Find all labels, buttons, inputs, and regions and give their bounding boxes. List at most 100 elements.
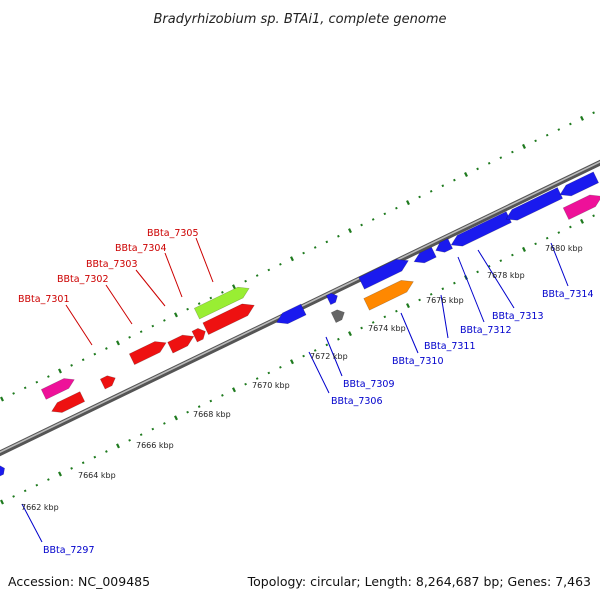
minor-tick	[383, 212, 387, 216]
minor-tick	[151, 427, 155, 431]
major-tick	[0, 499, 4, 505]
minor-tick	[476, 167, 479, 171]
minor-tick	[221, 291, 224, 294]
minor-tick	[47, 478, 50, 481]
minor-tick	[592, 111, 595, 115]
minor-tick	[93, 352, 97, 356]
gene-label: BBta_7312	[460, 325, 512, 336]
minor-tick	[12, 495, 15, 498]
gene-arrow-blue	[358, 259, 409, 290]
leader-line	[65, 304, 93, 346]
minor-tick	[163, 422, 166, 425]
minor-tick	[139, 330, 143, 334]
major-tick	[0, 396, 4, 402]
gene-label: BBta_7313	[492, 311, 544, 322]
gene-label: BBta_7303	[86, 259, 138, 270]
minor-tick	[371, 321, 375, 324]
gene-arrow-blue	[275, 303, 307, 325]
minor-tick	[557, 231, 561, 234]
gene-arrow-blue	[450, 211, 512, 247]
minor-tick	[487, 161, 491, 165]
gene-label: BBta_7310	[392, 356, 444, 367]
major-tick	[174, 312, 178, 318]
minor-tick	[151, 324, 155, 328]
major-tick	[348, 228, 352, 234]
minor-tick	[429, 190, 433, 193]
minor-tick	[534, 242, 537, 246]
leader-line	[195, 237, 214, 283]
gene-arrow-blue	[325, 292, 338, 306]
minor-tick	[441, 184, 445, 188]
minor-tick	[453, 178, 456, 182]
minor-tick	[592, 214, 595, 218]
minor-tick	[383, 315, 387, 319]
minor-tick	[499, 156, 503, 159]
leader-line	[105, 284, 133, 325]
minor-tick	[139, 433, 143, 437]
leader-line	[21, 503, 43, 543]
minor-tick	[105, 450, 108, 453]
major-tick	[348, 331, 352, 337]
gene-features	[0, 171, 600, 477]
gene-arrow-red	[191, 328, 206, 343]
gene-arrow-red	[167, 334, 195, 354]
minor-tick	[337, 337, 340, 341]
minor-tick	[81, 461, 85, 465]
minor-tick	[569, 225, 572, 229]
minor-tick	[360, 223, 363, 227]
gene-arrow-red	[51, 391, 86, 413]
major-tick	[464, 171, 468, 178]
gene-arrow-blue	[559, 171, 600, 197]
minor-tick	[545, 133, 549, 137]
gene-arrow-red	[128, 341, 167, 366]
minor-tick	[429, 293, 433, 296]
gene-label: BBta_7311	[424, 341, 476, 352]
minor-tick	[267, 371, 271, 375]
minor-tick	[47, 375, 50, 378]
minor-tick	[418, 298, 421, 302]
tick-label: 7672 kbp	[310, 352, 348, 361]
gene-arrow-gray	[330, 309, 345, 323]
minor-tick	[453, 281, 456, 285]
minor-tick	[105, 347, 108, 350]
minor-tick	[511, 150, 514, 154]
scale-tick-labels: 7662 kbp 7664 kbp 7666 kbp 7668 kbp 7670…	[21, 244, 583, 512]
minor-tick	[93, 455, 97, 459]
minor-tick	[557, 128, 561, 131]
tick-label: 7676 kbp	[426, 296, 464, 305]
leader-line	[135, 269, 166, 307]
tick-label: 7668 kbp	[193, 410, 231, 419]
gene-label: BBta_7297	[43, 545, 95, 556]
gene-label: BBta_7306	[331, 396, 383, 407]
minor-tick	[70, 467, 73, 470]
minor-tick	[395, 206, 398, 210]
minor-tick	[313, 246, 317, 249]
minor-tick	[128, 335, 131, 339]
major-tick	[580, 218, 584, 224]
leader-line	[457, 256, 485, 323]
tick-label: 7680 kbp	[545, 244, 583, 253]
gene-arrow-blue	[505, 187, 564, 221]
minor-tick	[197, 302, 201, 305]
minor-tick	[313, 349, 317, 352]
minor-tick	[325, 343, 329, 347]
major-tick	[232, 284, 236, 290]
minor-tick	[511, 253, 514, 257]
major-tick	[406, 303, 410, 309]
tick-label: 7674 kbp	[368, 324, 406, 333]
minor-tick	[476, 270, 479, 274]
gene-arrow-magenta	[40, 378, 75, 400]
gene-label: BBta_7314	[542, 289, 594, 300]
minor-tick	[81, 358, 85, 362]
minor-tick	[35, 483, 39, 487]
tick-rows	[0, 111, 595, 505]
map-title: Bradyrhizobium sp. BTAi1, complete genom…	[153, 12, 446, 27]
gene-arrow-blue	[0, 464, 5, 477]
minor-tick	[221, 394, 224, 397]
minor-tick	[197, 405, 201, 408]
minor-tick	[360, 326, 363, 330]
minor-tick	[302, 251, 305, 255]
major-tick	[290, 256, 294, 262]
gene-label: BBta_7301	[18, 294, 70, 305]
